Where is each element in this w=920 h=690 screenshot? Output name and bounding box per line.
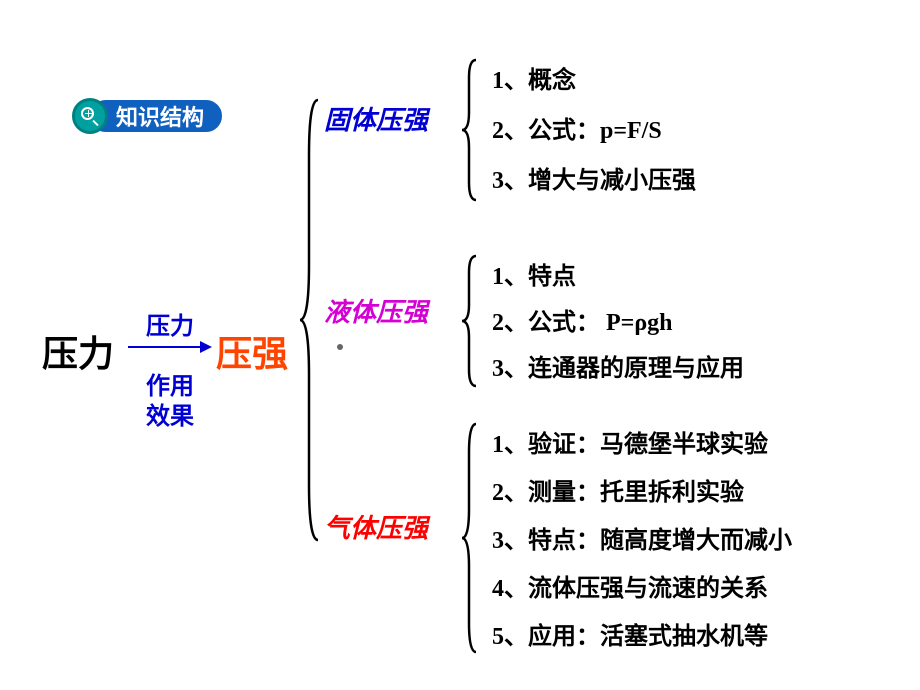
branch-brace-0	[457, 50, 487, 210]
branch-0-item-2: 3、增大与减小压强	[492, 160, 696, 195]
branch-2-item-1: 2、测量：托里拆利实验	[492, 472, 744, 507]
branch-1-item-0: 1、特点	[492, 256, 576, 291]
branch-1-item-1: 2、公式： P=ρgh	[492, 302, 673, 337]
branch-0-item-1: 2、公式：p=F/S	[492, 110, 662, 145]
branch-2-item-2: 3、特点：随高度增大而减小	[492, 520, 792, 555]
center-node: 压强	[216, 325, 288, 377]
badge-circle	[72, 98, 108, 134]
branch-1-item-2: 3、连通器的原理与应用	[492, 348, 744, 383]
root-node: 压力	[42, 325, 114, 377]
badge-label: 知识结构	[90, 100, 222, 132]
branch-2-item-4: 5、应用：活塞式抽水机等	[492, 616, 768, 651]
branch-title-2: 气体压强	[324, 508, 428, 545]
center-dot	[337, 344, 343, 350]
branch-2-item-3: 4、流体压强与流速的关系	[492, 568, 768, 603]
branch-title-0: 固体压强	[324, 100, 428, 137]
branch-2-item-0: 1、验证：马德堡半球实验	[492, 424, 768, 459]
arrow-line	[128, 346, 202, 348]
branch-brace-1	[457, 246, 487, 396]
arrow-top-label: 压力	[146, 306, 194, 341]
badge-text: 知识结构	[116, 100, 204, 132]
branch-title-1: 液体压强	[324, 292, 428, 329]
branch-brace-2	[457, 414, 487, 662]
magnify-icon	[81, 107, 99, 125]
arrow-bottom-label2: 效果	[146, 396, 194, 431]
badge-knowledge-structure: 知识结构	[72, 98, 222, 134]
branch-0-item-0: 1、概念	[492, 60, 576, 95]
arrow-head	[200, 341, 212, 353]
